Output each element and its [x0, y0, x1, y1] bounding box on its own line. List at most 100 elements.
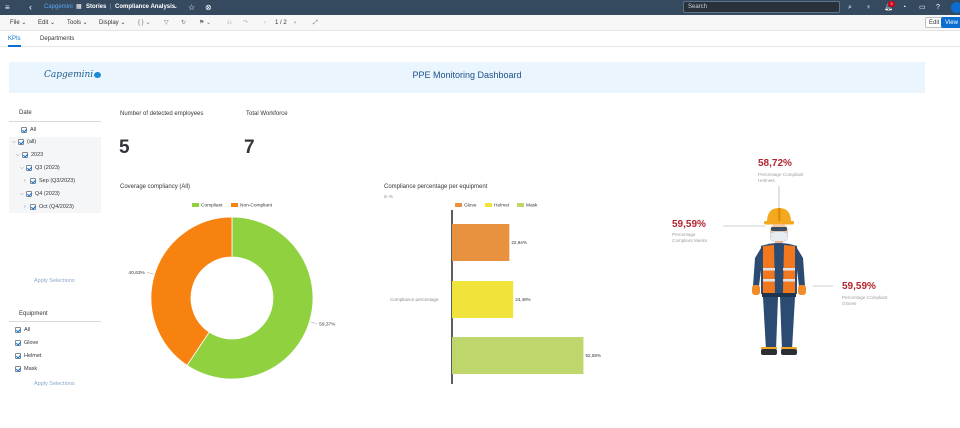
view-mode-button[interactable]: View	[941, 17, 960, 28]
checkbox-icon[interactable]	[21, 126, 27, 133]
date-filter-item[interactable]: › Sep (Q3/2023)	[24, 176, 75, 186]
chevron-down-icon[interactable]: ⌵	[16, 152, 20, 158]
date-filter-item[interactable]: ⌵ Q3 (2023)	[20, 163, 60, 173]
home-link[interactable]: Capgemini	[44, 4, 73, 10]
chevron-right-icon[interactable]: ›	[24, 178, 26, 184]
variables-icon[interactable]: { } ⌄	[138, 20, 151, 26]
equipment-bar-chart: Compliance percentage 22,94% 24,48% 52,5…	[390, 210, 601, 384]
logo-text: Capgemini	[44, 70, 94, 80]
filter-icon[interactable]: ▽	[164, 20, 169, 26]
tab-departments[interactable]: Departments	[40, 36, 75, 42]
chevron-right-icon[interactable]: ›	[24, 204, 26, 210]
chevron-down-icon[interactable]: ⌵	[20, 165, 24, 171]
edit-menu[interactable]: Edit ⌄	[38, 20, 56, 26]
checkbox-icon[interactable]	[15, 352, 21, 359]
spade-icon	[94, 71, 102, 78]
date-filter-item[interactable]: ⌵ Q4 (2023)	[20, 189, 60, 199]
date-filter-item[interactable]: ⌵ 2023	[16, 150, 43, 160]
bar-mask[interactable]	[452, 337, 584, 374]
masks-percentage: 59,59%	[672, 219, 706, 230]
legend-swatch	[485, 203, 492, 207]
helmets-percentage: 58,72%	[758, 158, 792, 169]
checkbox-icon[interactable]	[26, 164, 32, 171]
page-title: PPE Monitoring Dashboard	[412, 70, 522, 80]
equipment-filter-item[interactable]: Glove	[15, 338, 38, 348]
display-menu[interactable]: Display ⌄	[99, 20, 126, 26]
bell-icon[interactable]: 🔔︎	[884, 4, 893, 11]
story-name[interactable]: Compliance Analysis	[115, 4, 176, 10]
helmets-caption: Percentage Compliant Helmets	[758, 172, 804, 183]
checkbox-icon[interactable]	[30, 177, 36, 184]
date-filter-item[interactable]: › Oct (Q4/2023)	[24, 202, 74, 212]
fullscreen-icon[interactable]: ⤢	[313, 20, 318, 26]
redo-icon[interactable]: ↷	[243, 20, 249, 26]
checkbox-icon[interactable]	[18, 138, 24, 145]
legend-label: Glove	[464, 203, 477, 209]
slice-non-compliant[interactable]	[150, 216, 233, 366]
file-menu[interactable]: File ⌄	[10, 20, 27, 26]
equipment-chart-subtitle: in %	[384, 194, 393, 199]
help-icon[interactable]: ?	[936, 4, 940, 11]
close-icon[interactable]: ⊗	[205, 3, 212, 12]
toolbar: File ⌄ Edit ⌄ Tools ⌄ Display ⌄ { } ⌄ ▽ …	[0, 15, 960, 31]
search-icon[interactable]: ⌕	[848, 4, 852, 11]
stories-icon: ▦	[76, 4, 82, 10]
legend-mask[interactable]: Mask	[517, 203, 537, 208]
chat-icon[interactable]: ◔	[902, 4, 907, 11]
legend-non-compliant[interactable]: Non-Compliant	[231, 203, 272, 208]
detected-employees-label: Number of detected employees	[120, 111, 204, 117]
date-filter-title: Date	[19, 110, 32, 116]
stories-label[interactable]: Stories	[86, 4, 107, 10]
date-apply-selections-button[interactable]: Apply Selections	[34, 278, 75, 284]
bar-helmet[interactable]	[452, 281, 514, 318]
hamburger-menu-icon[interactable]: ≡	[5, 3, 10, 12]
checkbox-icon[interactable]	[22, 151, 28, 158]
chevron-down-icon[interactable]: ⌄	[173, 4, 179, 10]
checkbox-icon[interactable]	[26, 190, 32, 197]
checkbox-icon[interactable]	[30, 203, 36, 210]
refresh-icon[interactable]: ↻	[181, 20, 187, 26]
page-tabs: KPIs Departments	[0, 32, 960, 47]
star-icon[interactable]: ☆	[188, 3, 196, 12]
avatar[interactable]	[951, 2, 960, 13]
date-filter-item[interactable]: All	[21, 125, 36, 135]
previous-page-icon[interactable]: ‹	[264, 20, 266, 26]
equipment-filter-item[interactable]: Mask	[15, 364, 37, 374]
boot-icon	[781, 349, 797, 355]
next-page-icon[interactable]: ›	[294, 20, 296, 26]
back-arrow-icon[interactable]: ‹	[29, 2, 32, 12]
slice-compliant[interactable]	[186, 216, 314, 380]
lightbulb-icon[interactable]: ♀	[866, 4, 872, 11]
legend-helmet[interactable]: Helmet	[485, 203, 509, 208]
equipment-filter-item[interactable]: All	[15, 325, 30, 335]
bar-glove[interactable]	[452, 224, 510, 261]
legend-compliant[interactable]: Compliant	[192, 203, 223, 208]
tab-kpis[interactable]: KPIs	[8, 32, 21, 47]
legend-label: Helmet	[494, 203, 510, 209]
divider	[9, 121, 101, 122]
undo-icon[interactable]: ⎌	[227, 20, 232, 26]
checkbox-icon[interactable]	[15, 326, 21, 333]
coverage-donut-chart: 59,37% 40,63%	[129, 216, 336, 380]
edit-menu-label: Edit	[38, 20, 49, 26]
legend-glove[interactable]: Glove	[455, 203, 477, 208]
belt	[762, 293, 796, 297]
equipment-item-label: Helmet	[24, 353, 42, 359]
tools-menu[interactable]: Tools ⌄	[67, 20, 88, 26]
date-tree-selected-area	[9, 137, 101, 213]
date-item-label: Q4 (2023)	[35, 191, 60, 197]
checkbox-icon[interactable]	[15, 365, 21, 372]
bookmark-icon[interactable]: ⚑ ⌄	[199, 20, 212, 26]
equipment-filter-item[interactable]: Helmet	[15, 351, 41, 361]
data-label-non-compliant: 40,63%	[129, 270, 146, 276]
chevron-down-icon[interactable]: ⌵	[20, 191, 24, 197]
date-filter-item[interactable]: ⌵ (all)	[12, 137, 36, 147]
search-input[interactable]: Search	[683, 1, 840, 13]
feedback-icon[interactable]: ▭	[919, 4, 926, 11]
vest-stripe	[763, 279, 775, 282]
legend-label: Non-Compliant	[240, 203, 272, 209]
legend-label: Mask	[526, 203, 538, 209]
checkbox-icon[interactable]	[15, 339, 21, 346]
equipment-apply-selections-button[interactable]: Apply Selections	[34, 381, 75, 387]
chevron-down-icon[interactable]: ⌵	[12, 139, 16, 145]
